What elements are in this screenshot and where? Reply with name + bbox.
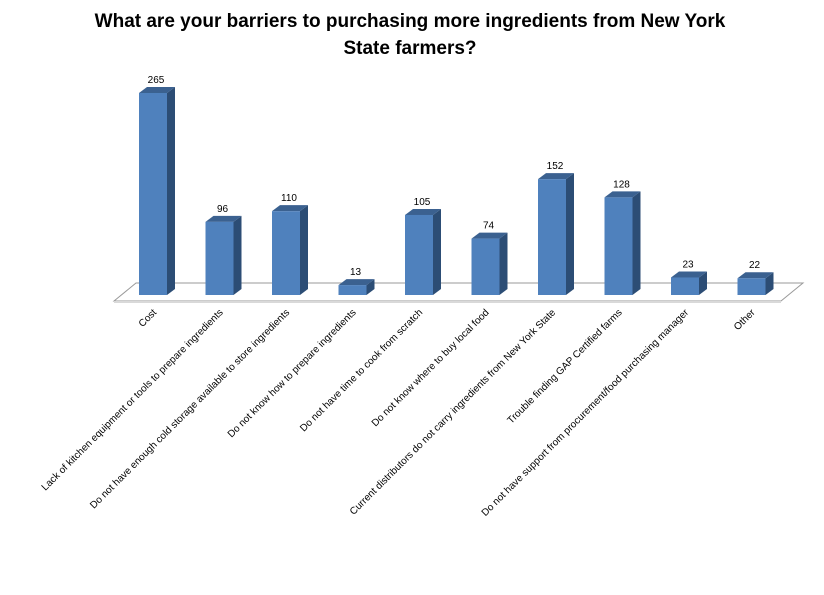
bar-side — [699, 271, 707, 295]
data-label: 105 — [414, 197, 431, 208]
bar-side — [366, 279, 375, 295]
bar — [272, 205, 308, 295]
bar-side — [167, 86, 175, 295]
bar-side — [632, 191, 641, 295]
bar-front — [139, 92, 167, 295]
bar-top — [671, 271, 707, 278]
chart-title: What are your barriers to purchasing mor… — [94, 11, 726, 59]
data-label: 74 — [483, 221, 495, 232]
bar-top — [405, 208, 441, 215]
tick-label: Do not know how to prepare ingredients — [226, 307, 359, 440]
bar — [405, 208, 441, 295]
data-label: 128 — [613, 179, 630, 190]
bar — [338, 279, 375, 295]
bar-side — [499, 232, 508, 295]
bar-side — [233, 215, 242, 295]
tick-label: Do not know where to buy local food — [370, 307, 492, 429]
bar-front — [272, 211, 300, 295]
bar-top — [471, 232, 508, 239]
bar — [671, 271, 707, 295]
bar-top — [139, 86, 175, 93]
data-label: 23 — [682, 259, 694, 270]
bar-front — [671, 277, 699, 295]
bar — [205, 215, 242, 295]
bars — [139, 86, 774, 295]
data-label: 110 — [281, 193, 297, 204]
tick-label: Do not have time to cook from scratch — [298, 307, 425, 434]
bar-side — [300, 205, 308, 295]
bar-top — [538, 173, 574, 180]
bar — [604, 191, 641, 295]
tick-label: Other — [732, 307, 758, 333]
data-label: 265 — [148, 75, 165, 86]
bar — [538, 173, 574, 295]
bar-top — [604, 191, 641, 198]
bar-top — [737, 272, 774, 279]
bar-front — [538, 179, 566, 295]
data-labels: 265 96 110 13 105 74 152 128 23 22 — [148, 75, 761, 278]
bar-front — [471, 238, 500, 295]
bar-front — [405, 214, 433, 295]
data-label: 96 — [217, 204, 229, 215]
bar — [737, 272, 774, 295]
bar-front — [205, 221, 234, 295]
data-label: 13 — [350, 267, 362, 278]
bar-top — [205, 215, 242, 222]
bar — [139, 86, 175, 295]
bar-side — [433, 208, 441, 295]
bar-front — [737, 278, 766, 295]
tick-label: Trouble finding GAP Certified farms — [506, 307, 625, 426]
data-label: 22 — [749, 260, 761, 271]
bar-front — [338, 285, 367, 295]
bar — [471, 232, 508, 295]
floor-front-edge — [114, 301, 781, 303]
bar-top — [272, 205, 308, 212]
data-label: 152 — [547, 161, 564, 172]
bar-top — [338, 279, 375, 286]
tick-label: Cost — [137, 307, 159, 329]
bar-side — [566, 173, 574, 295]
bar-front — [604, 197, 633, 295]
bar-side — [765, 272, 774, 295]
